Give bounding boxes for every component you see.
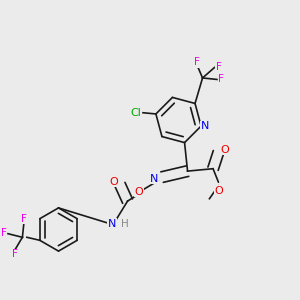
- Text: F: F: [1, 228, 7, 238]
- Text: F: F: [194, 57, 200, 68]
- Text: F: F: [21, 214, 27, 224]
- Text: O: O: [221, 145, 230, 155]
- Text: N: N: [108, 219, 116, 229]
- Text: H: H: [121, 219, 128, 229]
- Text: F: F: [218, 74, 224, 84]
- Text: O: O: [214, 186, 223, 196]
- Text: F: F: [215, 61, 221, 72]
- Text: N: N: [150, 174, 159, 184]
- Text: O: O: [134, 187, 143, 196]
- Text: F: F: [12, 249, 18, 260]
- Text: N: N: [200, 121, 209, 131]
- Text: Cl: Cl: [130, 108, 141, 118]
- Text: O: O: [109, 177, 118, 187]
